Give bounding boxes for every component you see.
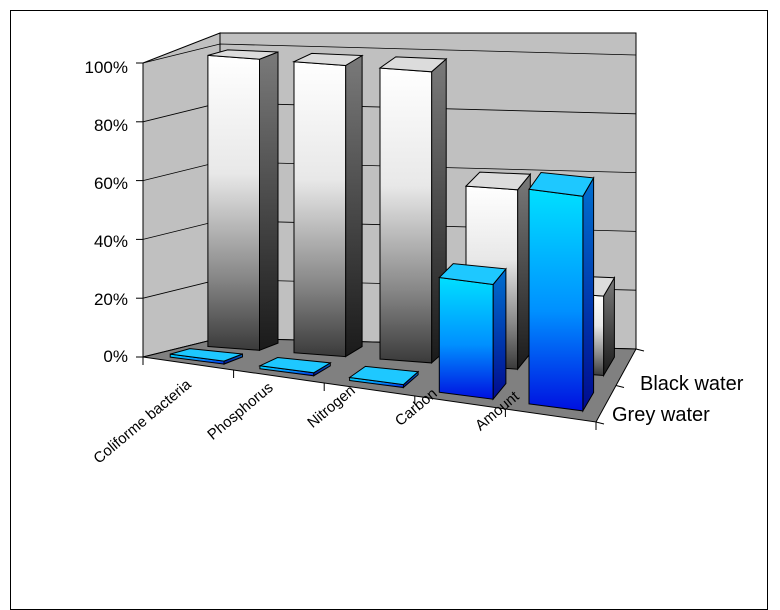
y-tick-label: 100% [85,58,128,77]
bar-front-face [379,67,433,364]
bar-black-water [207,49,279,352]
bar-black-water [292,52,364,358]
bar-side-face [517,172,531,371]
category-label: Phosphorus [204,379,276,443]
bar-top-face [207,49,279,60]
bar-top-face [378,56,448,73]
series-label-black-water: Black water [640,373,744,395]
y-tick-label: 20% [94,290,128,309]
series-grey-water [169,171,595,413]
bar-front-face [528,188,584,412]
bar-top-face [292,52,364,67]
y-axis-ticks [136,62,144,358]
depth-tick [595,421,605,425]
bar-top-face [170,348,243,362]
bar-grey-water [528,171,595,413]
bar-top-face [528,171,595,197]
bar-top-face [258,356,332,374]
depth-tick [635,348,645,352]
bar-top-face [438,263,507,286]
bar-side-face [259,51,279,352]
bar-grey-water [169,348,243,365]
bar-front-face [293,61,347,358]
y-tick-label: 80% [94,116,128,135]
bar-grey-water [348,365,420,389]
bar-black-water [378,56,448,365]
y-tick-label: 60% [94,174,128,193]
category-label: Coliforme bacteria [90,376,195,468]
depth-tick [615,385,625,388]
x-axis-ticks [142,348,645,430]
bar-grey-water [258,356,332,377]
bar-top-face [464,171,532,191]
gridline [142,43,637,64]
series-label-grey-water: Grey water [612,404,710,426]
bar-front-face [207,54,260,351]
bar-side-face [582,176,595,413]
bar-side-face [345,54,363,358]
y-tick-label: 40% [94,232,128,251]
bar-chart-3d: 0% 20% 40% 60% 80% 100% Coliforme bacter… [85,32,744,468]
bar-front-face [438,276,494,400]
category-label: Nitrogen [304,382,358,431]
y-tick-label: 0% [103,347,128,366]
bar-grey-water [438,263,507,401]
bar-top-face [348,365,420,386]
bar-side-face [492,267,507,401]
